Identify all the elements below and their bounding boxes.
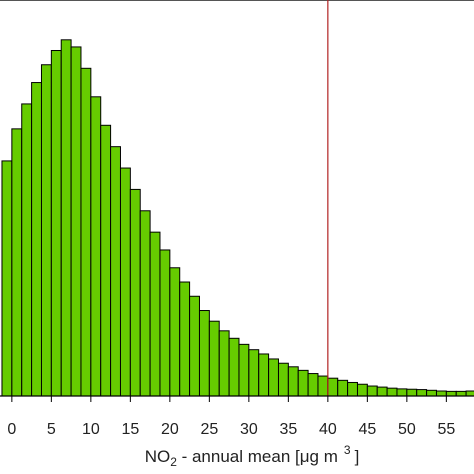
histogram-bar — [277, 362, 289, 397]
histogram-bar — [179, 281, 191, 397]
x-tick-label: 35 — [279, 421, 297, 438]
x-tick-label: 5 — [47, 421, 56, 438]
histogram-bar — [119, 167, 131, 397]
histogram-bar — [218, 330, 230, 397]
x-tick-label: 40 — [319, 421, 337, 438]
histogram-bar — [1, 160, 13, 397]
x-tick-label: 55 — [437, 421, 455, 438]
x-tick-label: 0 — [7, 421, 16, 438]
histogram-bar — [327, 377, 339, 397]
histogram-bar — [189, 295, 200, 397]
histogram-bar — [406, 388, 418, 397]
histogram-bar — [445, 390, 457, 397]
histogram-bar — [80, 67, 92, 397]
x-axis-title: NO2 - annual mean [μg m 3] — [145, 443, 360, 469]
histogram-bar — [297, 369, 309, 397]
histogram-bar — [129, 188, 141, 397]
histogram-bar — [287, 366, 299, 397]
histogram-bar — [159, 249, 171, 397]
histogram-bar — [435, 390, 447, 397]
histogram-bar — [376, 386, 388, 397]
x-tick-label: 50 — [398, 421, 416, 438]
histogram-bar — [50, 49, 62, 397]
histogram-bar — [21, 103, 33, 397]
x-tick-label: 25 — [200, 421, 218, 438]
histogram-bar — [416, 389, 428, 397]
histogram-bar — [208, 320, 220, 397]
histogram-bar — [238, 343, 250, 397]
x-tick-label: 45 — [358, 421, 376, 438]
histogram-bar — [139, 210, 151, 397]
histogram-bar — [198, 310, 210, 397]
histogram-bar — [396, 388, 408, 397]
histogram-bar — [40, 64, 52, 397]
histogram-bar — [100, 124, 112, 397]
x-tick-label: 30 — [240, 421, 258, 438]
histogram-bar — [307, 373, 319, 397]
x-tick-label: 10 — [82, 421, 100, 438]
histogram-bar — [110, 146, 121, 397]
x-tick-label: 15 — [121, 421, 139, 438]
histogram-bar — [11, 128, 23, 397]
histogram-bar — [366, 385, 378, 397]
histogram-bar — [228, 337, 240, 397]
histogram-bar — [31, 82, 42, 397]
histogram-bar — [60, 39, 72, 397]
histogram-bar — [465, 390, 474, 397]
histogram-bars — [1, 39, 474, 397]
histogram-bar — [268, 358, 279, 397]
histogram-bar — [169, 267, 181, 397]
histogram-bar — [347, 381, 358, 397]
x-tick-label: 20 — [161, 421, 179, 438]
histogram-bar — [317, 375, 329, 397]
histogram-bar — [426, 389, 437, 397]
histogram-bar — [90, 96, 102, 397]
histogram-bar — [386, 387, 398, 397]
histogram-bar — [149, 231, 161, 397]
histogram-bar — [356, 383, 368, 397]
histogram-bar — [248, 349, 260, 397]
histogram-bar — [258, 353, 270, 397]
histogram-bar — [337, 379, 349, 397]
x-axis-ticks: 0 5 10 15 20 25 30 35 40 45 50 55 — [7, 396, 455, 438]
histogram-bar — [70, 46, 82, 397]
histogram-bar — [455, 390, 467, 397]
